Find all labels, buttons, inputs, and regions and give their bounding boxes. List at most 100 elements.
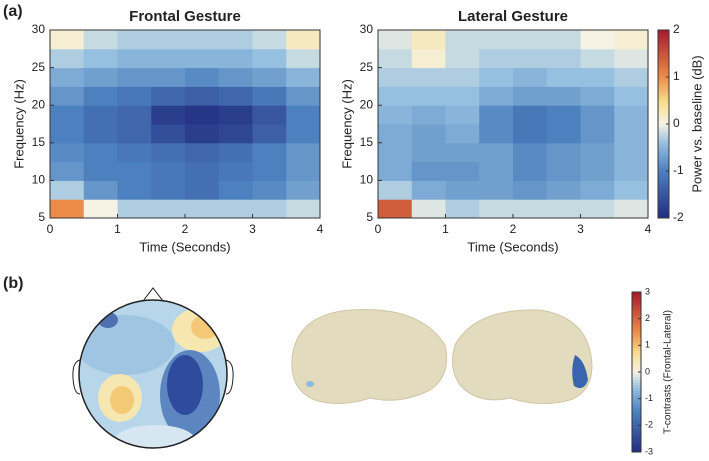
heat-cell <box>218 124 253 144</box>
heat-cell <box>50 199 85 219</box>
heat-cell <box>252 124 287 144</box>
colorbar-swatch <box>632 364 641 368</box>
colorbar-swatch <box>658 42 669 47</box>
heat-cell <box>546 86 581 106</box>
y-tick-label: 10 <box>360 173 374 187</box>
colorbar-swatch <box>632 444 641 448</box>
heat-cell <box>378 199 413 219</box>
heat-cell <box>50 48 85 69</box>
heat-cell <box>580 180 615 200</box>
colorbar-swatch <box>658 152 669 156</box>
heat-cell <box>445 30 480 50</box>
heat-cell <box>513 142 548 163</box>
colorbar-swatch <box>658 186 669 191</box>
colorbar-swatch <box>632 361 641 365</box>
heat-cell <box>580 86 615 106</box>
chart-title: Lateral Gesture <box>458 8 568 25</box>
x-tick-label: 0 <box>375 222 382 236</box>
heat-cell <box>479 180 514 200</box>
heat-cell <box>286 180 321 200</box>
colorbar-swatch <box>658 58 669 62</box>
heat-cell <box>117 199 152 219</box>
colorbar-swatch <box>658 111 669 116</box>
heat-cell <box>151 180 186 200</box>
colorbar-swatch <box>632 396 641 400</box>
heat-cell <box>445 124 480 144</box>
x-axis-label: Time (Seconds) <box>467 239 558 254</box>
heat-cell <box>614 161 649 181</box>
heat-cell <box>411 199 446 219</box>
heat-cell <box>252 67 287 87</box>
heat-cell <box>546 161 581 181</box>
colorbar-swatch <box>658 80 669 84</box>
colorbar-swatch <box>658 92 669 97</box>
heat-cell <box>252 161 287 181</box>
colorbar-swatch <box>658 130 669 134</box>
heat-cell <box>83 180 118 200</box>
heat-cell <box>445 180 480 200</box>
heat-cell <box>117 161 152 181</box>
heat-cell <box>151 142 186 163</box>
heat-cell <box>614 67 649 87</box>
colorbar-swatch <box>632 446 641 450</box>
colorbar-swatch <box>658 86 669 91</box>
colorbar-swatch <box>632 310 641 314</box>
heat-cell <box>580 48 615 69</box>
heat-cell <box>286 105 321 125</box>
colorbar-swatch <box>632 292 641 296</box>
heat-cell <box>546 180 581 200</box>
heat-cell <box>50 142 85 163</box>
colorbar-tick-label: 1 <box>645 340 650 350</box>
heat-cell <box>479 124 514 144</box>
heat-cell <box>580 30 615 50</box>
heat-cell <box>378 67 413 87</box>
colorbar-swatch <box>632 433 641 437</box>
colorbar-swatch <box>632 332 641 336</box>
colorbar-swatch <box>658 133 669 138</box>
heat-cell <box>252 180 287 200</box>
heat-cell <box>83 199 118 219</box>
colorbar-swatch <box>658 33 669 37</box>
x-tick-label: 4 <box>645 222 652 236</box>
heat-cell <box>378 86 413 106</box>
heat-cell <box>218 180 253 200</box>
colorbar-tick-label: 1 <box>673 69 680 83</box>
heat-cell <box>479 161 514 181</box>
colorbar-swatch <box>658 189 669 194</box>
heat-cell <box>614 30 649 50</box>
heat-cell <box>286 142 321 163</box>
y-tick-label: 10 <box>32 173 46 187</box>
x-tick-label: 1 <box>442 222 449 236</box>
heat-cell <box>580 161 615 181</box>
heat-cell <box>411 86 446 106</box>
heat-cell <box>513 67 548 87</box>
brain-right <box>451 309 593 404</box>
heat-cell <box>50 124 85 144</box>
heat-cell <box>411 30 446 50</box>
heat-cell <box>83 48 118 69</box>
heat-cell <box>479 48 514 69</box>
colorbar-swatch <box>658 183 669 188</box>
heat-cell <box>185 124 220 144</box>
colorbar-swatch <box>658 120 669 125</box>
heat-cell <box>546 67 581 87</box>
heat-cell <box>185 67 220 87</box>
x-tick-label: 2 <box>182 222 189 236</box>
heat-cell <box>50 30 85 50</box>
y-tick-label: 30 <box>360 22 374 36</box>
colorbar-swatch <box>658 55 669 59</box>
heat-cell <box>580 67 615 87</box>
colorbar-swatch <box>658 142 669 147</box>
heat-cell <box>546 142 581 163</box>
y-tick-label: 25 <box>32 60 46 74</box>
colorbar-swatch <box>632 412 641 416</box>
colorbar-swatch <box>632 334 641 338</box>
colorbar-swatch <box>658 48 669 53</box>
heat-cell <box>218 105 253 125</box>
x-tick-label: 0 <box>47 222 54 236</box>
colorbar-swatch <box>658 105 669 109</box>
colorbar-swatch <box>632 305 641 309</box>
colorbar-swatch <box>658 117 669 122</box>
colorbar-tick-label: -2 <box>673 210 684 224</box>
heat-cell <box>445 199 480 219</box>
